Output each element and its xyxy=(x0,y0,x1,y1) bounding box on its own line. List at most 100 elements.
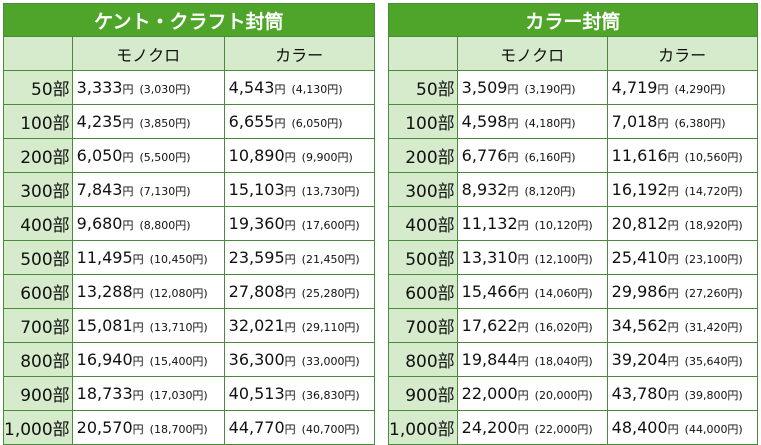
price-before-tax: (18,700円) xyxy=(149,423,208,436)
price-before-tax: (3,850円) xyxy=(139,117,191,130)
color-price-cell: 44,770円 (40,700円) xyxy=(223,410,375,445)
yen-unit: 円 xyxy=(667,423,679,436)
table-title: ケント・クラフト封筒 xyxy=(3,3,375,37)
yen-unit: 円 xyxy=(657,117,669,130)
yen-unit: 円 xyxy=(132,389,144,402)
yen-unit: 円 xyxy=(122,83,134,96)
mono-price-cell: 11,495円 (10,450円) xyxy=(71,240,225,275)
yen-unit: 円 xyxy=(517,219,529,232)
yen-unit: 円 xyxy=(507,83,519,96)
price-before-tax: (7,130円) xyxy=(139,185,191,198)
color-price-cell: 15,103円 (13,730円) xyxy=(223,172,375,207)
yen-unit: 円 xyxy=(507,117,519,130)
color-price-cell: 10,890円 (9,900円) xyxy=(223,138,375,173)
yen-unit: 円 xyxy=(122,151,134,164)
price-with-tax: 34,562 xyxy=(611,316,668,335)
price-with-tax: 18,733 xyxy=(76,384,133,403)
yen-unit: 円 xyxy=(507,151,519,164)
quantity-label: 300部 xyxy=(388,172,458,207)
quantity-label: 200部 xyxy=(388,138,458,173)
table-row: 800部 19,844円 (18,040円) 39,204円 (35,640円) xyxy=(388,342,758,377)
yen-unit: 円 xyxy=(132,355,144,368)
mono-price-cell: 18,733円 (17,030円) xyxy=(71,376,225,411)
price-with-tax: 11,616 xyxy=(611,146,668,165)
price-with-tax: 29,986 xyxy=(611,282,668,301)
header-mono: モノクロ xyxy=(456,36,608,71)
table-row: 500部 11,495円 (10,450円) 23,595円 (21,450円) xyxy=(3,240,375,275)
yen-unit: 円 xyxy=(284,287,296,300)
price-before-tax: (18,920円) xyxy=(684,219,743,232)
price-with-tax: 13,310 xyxy=(461,248,518,267)
quantity-label: 500部 xyxy=(3,240,73,275)
price-with-tax: 15,466 xyxy=(461,282,518,301)
price-before-tax: (9,900円) xyxy=(301,151,353,164)
table-row: 100部 4,598円 (4,180円) 7,018円 (6,380円) xyxy=(388,104,758,139)
price-table: ケント・クラフト封筒 モノクロ カラー 50部 3,333円 (3,030円) 4,543円… xyxy=(3,3,375,445)
color-price-cell: 39,204円 (35,640円) xyxy=(606,342,758,377)
header-mono: モノクロ xyxy=(71,36,225,71)
price-with-tax: 43,780 xyxy=(611,384,668,403)
header-blank xyxy=(388,36,458,71)
table-row: 900部 22,000円 (20,000円) 43,780円 (39,800円) xyxy=(388,376,758,411)
price-with-tax: 4,543 xyxy=(228,78,275,97)
quantity-label: 600部 xyxy=(3,274,73,309)
price-before-tax: (8,800円) xyxy=(139,219,191,232)
color-price-cell: 6,655円 (6,050円) xyxy=(223,104,375,139)
table-row: 50部 3,333円 (3,030円) 4,543円 (4,130円) xyxy=(3,70,375,105)
price-before-tax: (25,280円) xyxy=(301,287,360,300)
yen-unit: 円 xyxy=(284,219,296,232)
price-with-tax: 15,103 xyxy=(228,180,285,199)
price-with-tax: 6,050 xyxy=(76,146,123,165)
quantity-label: 900部 xyxy=(388,376,458,411)
price-with-tax: 6,655 xyxy=(228,112,275,131)
table-row: 50部 3,509円 (3,190円) 4,719円 (4,290円) xyxy=(388,70,758,105)
price-with-tax: 16,940 xyxy=(76,350,133,369)
yen-unit: 円 xyxy=(667,219,679,232)
price-before-tax: (10,450円) xyxy=(149,253,208,266)
price-with-tax: 9,680 xyxy=(76,214,123,233)
mono-price-cell: 4,235円 (3,850円) xyxy=(71,104,225,139)
table-row: 200部 6,050円 (5,500円) 10,890円 (9,900円) xyxy=(3,138,375,173)
mono-price-cell: 15,466円 (14,060円) xyxy=(456,274,608,309)
quantity-label: 700部 xyxy=(3,308,73,343)
color-price-cell: 36,300円 (33,000円) xyxy=(223,342,375,377)
price-before-tax: (29,110円) xyxy=(301,321,360,334)
price-with-tax: 23,595 xyxy=(228,248,285,267)
header-blank xyxy=(3,36,73,71)
price-with-tax: 17,622 xyxy=(461,316,518,335)
color-price-cell: 29,986円 (27,260円) xyxy=(606,274,758,309)
yen-unit: 円 xyxy=(284,423,296,436)
yen-unit: 円 xyxy=(667,253,679,266)
quantity-label: 200部 xyxy=(3,138,73,173)
quantity-label: 500部 xyxy=(388,240,458,275)
color-price-cell: 40,513円 (36,830円) xyxy=(223,376,375,411)
mono-price-cell: 13,288円 (12,080円) xyxy=(71,274,225,309)
price-before-tax: (39,800円) xyxy=(684,389,743,402)
price-with-tax: 16,192 xyxy=(611,180,668,199)
price-before-tax: (6,050円) xyxy=(291,117,343,130)
quantity-label: 50部 xyxy=(3,70,73,105)
color-price-cell: 19,360円 (17,600円) xyxy=(223,206,375,241)
color-price-cell: 34,562円 (31,420円) xyxy=(606,308,758,343)
table-row: 500部 13,310円 (12,100円) 25,410円 (23,100円) xyxy=(388,240,758,275)
color-price-cell: 7,018円 (6,380円) xyxy=(606,104,758,139)
mono-price-cell: 13,310円 (12,100円) xyxy=(456,240,608,275)
mono-price-cell: 6,050円 (5,500円) xyxy=(71,138,225,173)
yen-unit: 円 xyxy=(667,185,679,198)
price-before-tax: (14,060円) xyxy=(534,287,593,300)
quantity-label: 100部 xyxy=(3,104,73,139)
price-before-tax: (4,130円) xyxy=(291,83,343,96)
price-before-tax: (4,290円) xyxy=(674,83,726,96)
price-before-tax: (17,600円) xyxy=(301,219,360,232)
table-row: 400部 11,132円 (10,120円) 20,812円 (18,920円) xyxy=(388,206,758,241)
price-table-kent-kraft: ケント・クラフト封筒 モノクロ カラー 50部 3,333円 (3,030円) 4,543円… xyxy=(3,3,375,445)
quantity-label: 100部 xyxy=(388,104,458,139)
mono-price-cell: 8,932円 (8,120円) xyxy=(456,172,608,207)
yen-unit: 円 xyxy=(507,185,519,198)
price-with-tax: 4,235 xyxy=(76,112,123,131)
yen-unit: 円 xyxy=(122,117,134,130)
mono-price-cell: 3,333円 (3,030円) xyxy=(71,70,225,105)
price-before-tax: (3,030円) xyxy=(139,83,191,96)
mono-price-cell: 20,570円 (18,700円) xyxy=(71,410,225,445)
table-row: 900部 18,733円 (17,030円) 40,513円 (36,830円) xyxy=(3,376,375,411)
